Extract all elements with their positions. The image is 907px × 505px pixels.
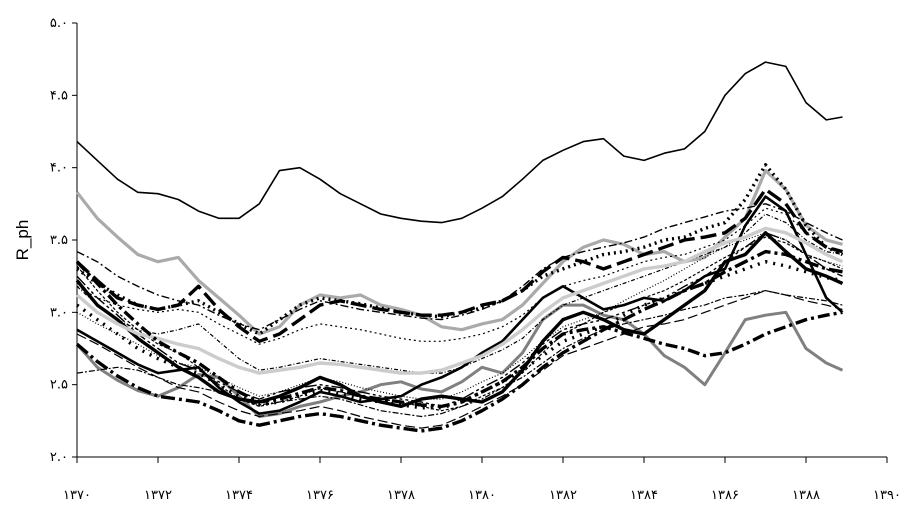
x-tick-label: ۱۳۷۰: [63, 488, 91, 503]
series-line-19: [75, 260, 843, 409]
x-tick-label: ۱۳۸۶: [711, 488, 739, 503]
y-tick-label: ۴.۰: [50, 161, 68, 176]
series-line-11: [76, 232, 843, 400]
y-axis-ticks: ۲.۰ ۲.۵ ۳.۰ ۳.۵ ۴.۰ ۴.۵ ۵.۰: [50, 16, 77, 465]
series-line-13: [76, 236, 843, 412]
series-line-18: [76, 290, 843, 418]
x-tick-label: ۱۳۸۲: [549, 488, 577, 503]
x-tick-label: ۱۳۷۴: [225, 488, 253, 503]
y-tick-label: ۵.۰: [50, 16, 68, 31]
series-line-12: [75, 231, 844, 409]
series-line-6: [76, 207, 843, 345]
y-tick-label: ۲.۵: [50, 378, 68, 393]
y-tick-label: ۳.۰: [50, 305, 68, 320]
series-line-8: [76, 163, 844, 336]
x-tick-label: ۱۳۷۲: [144, 488, 172, 503]
x-tick-label: ۱۳۸۸: [792, 488, 820, 503]
series-line-10: [75, 249, 843, 433]
series-line-9: [76, 232, 843, 408]
series-line-5: [75, 187, 843, 343]
y-tick-label: ۲.۰: [50, 450, 68, 465]
series-line-17: [76, 290, 843, 429]
series-lines: [75, 61, 844, 433]
x-tick-label: ۱۳۹۰: [873, 488, 901, 503]
series-line-16: [76, 260, 843, 410]
x-tick-label: ۱۳۷۸: [387, 488, 415, 503]
series-line-14: [76, 213, 843, 374]
y-tick-label: ۳.۵: [50, 233, 68, 248]
x-tick-label: ۱۳۷۶: [306, 488, 334, 503]
y-tick-label: ۴.۵: [50, 88, 68, 103]
series-line-7: [76, 203, 843, 331]
series-line-1: [76, 61, 843, 224]
x-axis-ticks: ۱۳۷۰ ۱۳۷۲ ۱۳۷۴ ۱۳۷۶ ۱۳۷۸ ۱۳۸۰ ۱۳۸۲ ۱۳۸۴ ۱۳۸۶ ۱۳۸۸…: [63, 457, 901, 503]
x-tick-label: ۱۳۸۴: [630, 488, 658, 503]
y-axis-title: R_ph: [13, 220, 32, 261]
series-line-15: [75, 226, 844, 375]
x-tick-label: ۱۳۸۰: [468, 488, 496, 503]
series-line-2: [75, 169, 843, 336]
